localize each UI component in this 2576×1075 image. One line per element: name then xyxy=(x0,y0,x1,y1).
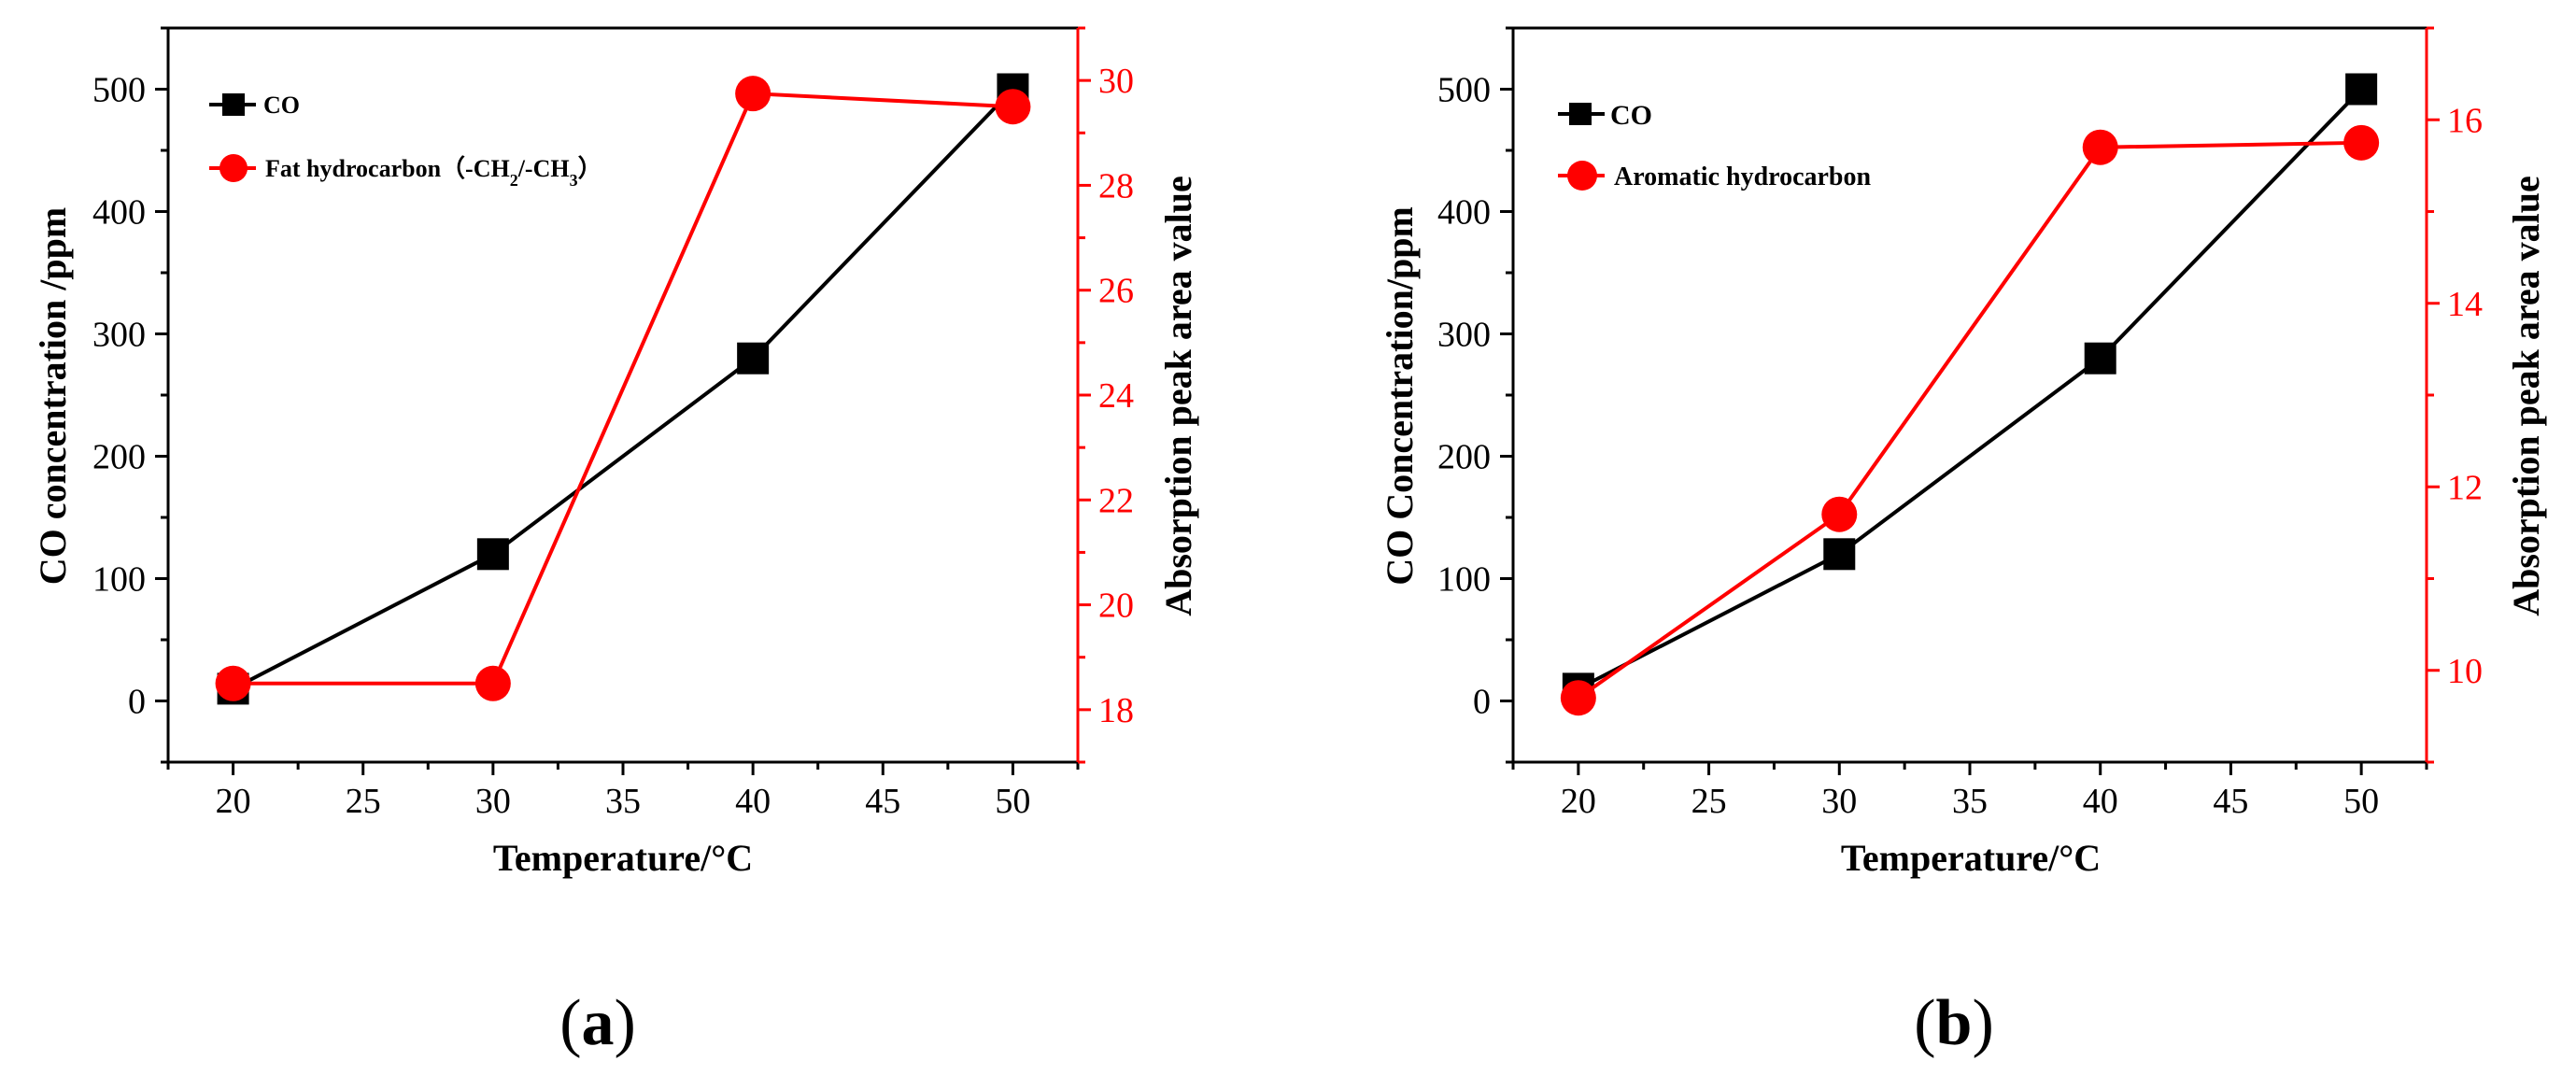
y-tick-label: 100 xyxy=(1437,560,1491,600)
series-line-hydrocarbon xyxy=(1577,140,2362,700)
data-point-hydrocarbon xyxy=(995,89,1031,125)
data-point-co xyxy=(2345,73,2378,106)
data-point-co xyxy=(2084,342,2116,375)
y-axis-title: CO Concentration/ppm xyxy=(1379,206,1421,586)
legend-marker-square xyxy=(222,93,245,116)
legend-marker-circle xyxy=(219,154,248,182)
y-tick-label: 0 xyxy=(1473,683,1491,722)
x-tick-label: 30 xyxy=(475,782,511,821)
y2-tick-label: 28 xyxy=(1098,166,1134,205)
chart-marks xyxy=(1560,73,2380,716)
legend-entry-co: CO xyxy=(1558,100,1652,131)
x-tick-label: 45 xyxy=(2213,782,2248,821)
data-point-co xyxy=(1823,538,1856,571)
x-tick-label: 20 xyxy=(216,782,251,821)
legend-entry-hydrocarbon: Fat hydrocarbon（-CH2/-CH3） xyxy=(209,154,602,190)
y2-tick-label: 12 xyxy=(2447,468,2483,507)
x-axis-title: Temperature/°C xyxy=(1841,837,2101,879)
y-tick-label: 200 xyxy=(92,438,146,477)
x-tick-label: 20 xyxy=(1561,782,1596,821)
data-point-hydrocarbon xyxy=(2343,124,2380,161)
x-tick-label: 45 xyxy=(865,782,900,821)
data-point-hydrocarbon xyxy=(1821,496,1858,532)
y2-tick-label: 22 xyxy=(1098,481,1134,520)
legend: CO Fat hydrocarbon（-CH2/-CH3） xyxy=(209,92,602,190)
series-line-hydrocarbon xyxy=(233,92,1013,686)
y-tick-label: 200 xyxy=(1437,438,1491,477)
chart-panel-a: 20 25 30 35 40 45 5001002003004005001820222426… xyxy=(32,26,1199,1059)
series-line-co xyxy=(232,88,1014,691)
data-point-co xyxy=(737,342,770,375)
y-tick-label: 300 xyxy=(1437,316,1491,355)
axis-ticks: 20 25 30 35 40 45 5001002003004005001820222426… xyxy=(92,26,1134,821)
y2-tick-label: 10 xyxy=(2447,652,2483,691)
data-point-hydrocarbon xyxy=(1560,680,1596,716)
y-tick-label: 500 xyxy=(1437,71,1491,110)
x-tick-label: 30 xyxy=(1821,782,1857,821)
y-tick-label: 100 xyxy=(92,560,146,600)
y-axis-title: CO concentration /ppm xyxy=(32,207,74,585)
x-tick-label: 35 xyxy=(605,782,641,821)
y2-tick-label: 18 xyxy=(1098,691,1134,730)
y2-axis-title: Absorption peak area value xyxy=(1157,176,1199,616)
panel-label-b: (b) xyxy=(1914,987,1994,1059)
data-point-hydrocarbon xyxy=(474,665,511,701)
x-axis-title: Temperature/°C xyxy=(493,837,753,879)
data-point-hydrocarbon xyxy=(215,665,251,701)
y2-tick-label: 24 xyxy=(1098,376,1134,416)
y2-tick-label: 30 xyxy=(1098,62,1134,101)
y-tick-label: 400 xyxy=(92,193,146,233)
series-line-co xyxy=(1577,88,2363,691)
y2-tick-label: 20 xyxy=(1098,587,1134,626)
legend-label-hydrocarbon: Aromatic hydrocarbon xyxy=(1614,163,1871,191)
x-tick-label: 35 xyxy=(1952,782,1988,821)
legend-label-co: CO xyxy=(263,92,300,119)
x-tick-label: 40 xyxy=(2083,782,2118,821)
legend-entry-hydrocarbon: Aromatic hydrocarbon xyxy=(1558,161,1871,191)
x-tick-label: 25 xyxy=(346,782,381,821)
legend-marker-square xyxy=(1569,103,1592,125)
data-point-hydrocarbon xyxy=(735,76,771,112)
legend-label-co: CO xyxy=(1610,100,1652,131)
x-tick-label: 50 xyxy=(2343,782,2379,821)
y2-axis-title: Absorption peak area value xyxy=(2505,176,2547,616)
y2-tick-label: 16 xyxy=(2447,101,2483,140)
y-tick-label: 400 xyxy=(1437,193,1491,233)
y-tick-label: 0 xyxy=(128,683,146,722)
x-tick-label: 25 xyxy=(1691,782,1727,821)
chart-marks xyxy=(215,73,1031,705)
data-point-hydrocarbon xyxy=(2082,129,2118,165)
panel-label-a: (a) xyxy=(559,987,636,1059)
y2-tick-label: 14 xyxy=(2447,285,2483,324)
x-tick-label: 50 xyxy=(995,782,1030,821)
y-tick-label: 500 xyxy=(92,71,146,110)
data-point-co xyxy=(476,538,509,571)
legend-label-hydrocarbon: Fat hydrocarbon（-CH2/-CH3） xyxy=(265,155,602,190)
y-tick-label: 300 xyxy=(92,316,146,355)
y2-tick-label: 26 xyxy=(1098,272,1134,311)
legend-entry-co: CO xyxy=(209,92,300,119)
x-tick-label: 40 xyxy=(735,782,771,821)
legend: CO Aromatic hydrocarbon xyxy=(1558,100,1871,191)
legend-marker-circle xyxy=(1567,161,1597,191)
